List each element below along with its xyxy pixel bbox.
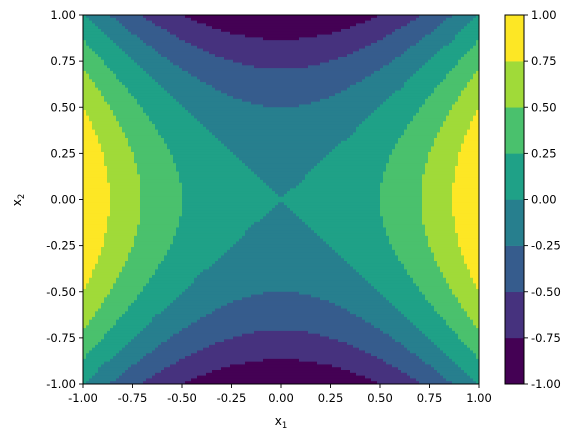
plot-area: [83, 15, 480, 385]
contour-fill: [83, 15, 480, 385]
